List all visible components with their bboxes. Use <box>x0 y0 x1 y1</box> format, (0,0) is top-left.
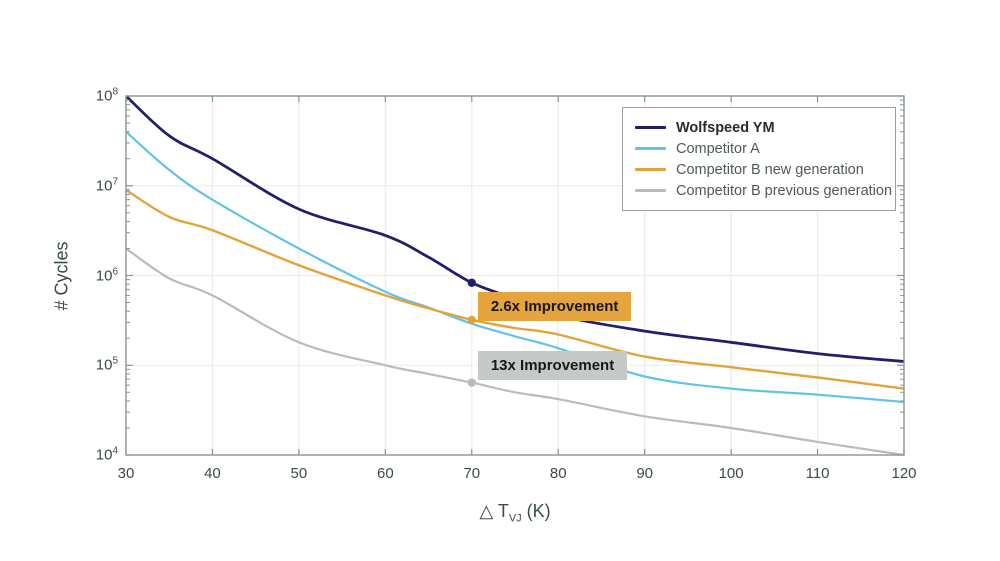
series-line-competitor-b-new-generation <box>126 188 904 390</box>
x-tick-label-40: 40 <box>204 465 221 482</box>
x-tick-label-100: 100 <box>718 465 744 482</box>
x-tick-label-50: 50 <box>290 465 308 482</box>
x-tick-label-30: 30 <box>117 465 135 482</box>
x-tick-label-60: 60 <box>376 465 394 482</box>
series-line-competitor-a <box>126 130 904 404</box>
x-tick-label-110: 110 <box>805 465 830 482</box>
legend-swatch-wolfspeed-ym <box>635 126 666 129</box>
legend: Wolfspeed YM Competitor A Competitor B new… <box>622 107 896 211</box>
y-tick-exponent: 4 <box>112 445 118 457</box>
legend-item-wolfspeed-ym: Wolfspeed YM <box>635 117 881 138</box>
x-tick-label-70: 70 <box>463 465 481 482</box>
annotation-13x-improvement: 13x Improvement <box>477 350 628 380</box>
legend-item-competitor-a: Competitor A <box>635 138 881 159</box>
marker-competitor-b-new-generation-70 <box>467 315 476 325</box>
y-tick-exponent: 6 <box>112 266 118 277</box>
legend-item-competitor-b-previous-generation: Competitor B previous generation <box>635 180 892 201</box>
marker-competitor-b-previous-generation-70 <box>467 378 476 387</box>
legend-swatch-competitor-b-new-generation <box>635 168 666 171</box>
y-axis-label: # Cycles <box>51 240 72 311</box>
legend-label-competitor-a: Competitor A <box>676 140 760 157</box>
y-tick-label-1e5: 105 <box>95 355 118 374</box>
y-tick-label-1e7: 107 <box>95 176 118 195</box>
legend-label-competitor-b-previous-generation: Competitor B previous generation <box>676 182 893 199</box>
legend-swatch-competitor-b-previous-generation <box>635 189 666 192</box>
series-line-competitor-b-previous-generation <box>126 247 904 455</box>
y-tick-exponent: 7 <box>112 176 118 188</box>
y-tick-label-1e8: 108 <box>95 86 118 105</box>
legend-label-wolfspeed-ym: Wolfspeed YM <box>676 119 775 136</box>
legend-item-competitor-b-new-generation: Competitor B new generation <box>635 159 881 180</box>
y-tick-label-1e6: 106 <box>95 266 118 285</box>
y-tick-exponent: 8 <box>112 86 118 98</box>
x-tick-label-120: 120 <box>891 465 917 482</box>
x-axis-label-suffix: (K) <box>521 501 551 521</box>
x-axis-label-subscript: VJ <box>508 512 522 525</box>
marker-wolfspeed-ym-70 <box>467 278 476 287</box>
x-axis-label-prefix: △ T <box>479 501 509 521</box>
x-tick-label-90: 90 <box>636 465 653 482</box>
legend-swatch-competitor-a <box>635 147 666 150</box>
legend-label-competitor-b-new-generation: Competitor B new generation <box>676 161 864 178</box>
x-axis-label: △ TVJ (K) <box>479 501 551 525</box>
annotation-2-6x-improvement: 2.6x Improvement <box>477 291 632 321</box>
y-tick-label-1e4: 104 <box>95 445 118 464</box>
x-tick-label-80: 80 <box>549 465 567 482</box>
y-tick-exponent: 5 <box>112 355 118 367</box>
